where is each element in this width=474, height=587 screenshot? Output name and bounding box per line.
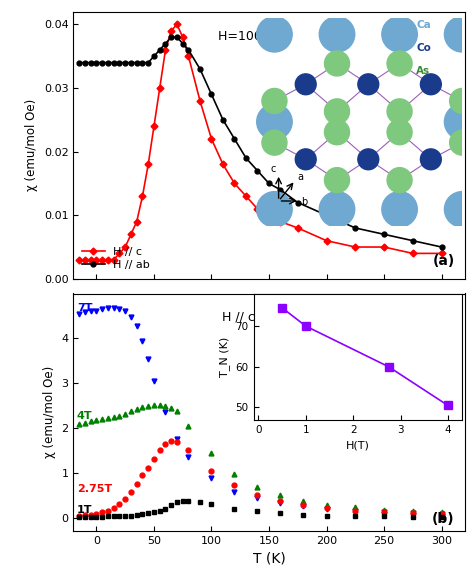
Circle shape <box>358 149 379 170</box>
Text: (b): (b) <box>432 512 455 527</box>
Circle shape <box>450 89 474 113</box>
Circle shape <box>387 168 412 193</box>
Text: Co: Co <box>416 43 431 53</box>
Circle shape <box>257 104 292 140</box>
Circle shape <box>325 120 349 145</box>
Circle shape <box>319 191 355 227</box>
Circle shape <box>387 99 412 124</box>
Circle shape <box>382 16 417 52</box>
Circle shape <box>420 149 441 170</box>
Circle shape <box>358 74 379 95</box>
Circle shape <box>445 191 474 227</box>
Text: 1T: 1T <box>77 505 92 515</box>
Text: 7T: 7T <box>77 303 92 313</box>
Text: H // c: H // c <box>222 310 255 323</box>
Circle shape <box>420 74 441 95</box>
Circle shape <box>445 16 474 52</box>
Circle shape <box>450 130 474 155</box>
Text: 2.75T: 2.75T <box>77 484 112 494</box>
Circle shape <box>445 104 474 140</box>
Circle shape <box>262 89 287 113</box>
Circle shape <box>319 16 355 52</box>
Y-axis label: χ (emu/mol Oe): χ (emu/mol Oe) <box>25 99 38 191</box>
Circle shape <box>262 130 287 155</box>
Y-axis label: T_N (K): T_N (K) <box>219 336 230 377</box>
Text: Ca: Ca <box>416 20 431 30</box>
Circle shape <box>382 191 417 227</box>
Y-axis label: χ (emu/mol Oe): χ (emu/mol Oe) <box>43 366 56 458</box>
Circle shape <box>325 168 349 193</box>
Circle shape <box>325 99 349 124</box>
Text: As: As <box>416 66 430 76</box>
Text: H=1000 Oe: H=1000 Oe <box>218 31 292 43</box>
Text: a: a <box>297 172 303 182</box>
Circle shape <box>257 191 292 227</box>
Circle shape <box>387 51 412 76</box>
Circle shape <box>257 16 292 52</box>
Text: c: c <box>270 164 276 174</box>
Circle shape <box>325 51 349 76</box>
Legend: H // c, H // ab: H // c, H // ab <box>79 243 154 274</box>
X-axis label: T (K): T (K) <box>253 552 285 566</box>
Text: (a): (a) <box>432 254 455 268</box>
Circle shape <box>387 120 412 145</box>
Text: 4T: 4T <box>77 411 92 421</box>
Text: b: b <box>301 197 308 207</box>
Circle shape <box>295 74 316 95</box>
Circle shape <box>295 149 316 170</box>
X-axis label: H(T): H(T) <box>346 440 370 450</box>
